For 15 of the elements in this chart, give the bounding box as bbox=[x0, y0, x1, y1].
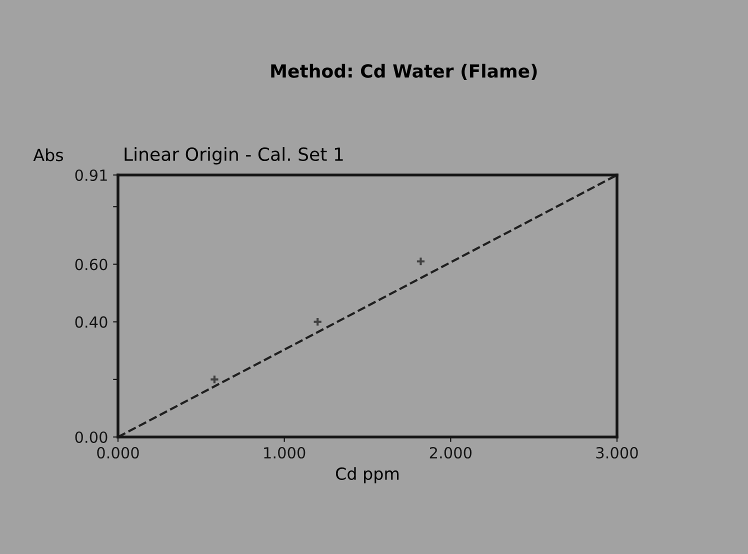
chart-subtitle: Linear Origin - Cal. Set 1 bbox=[124, 147, 343, 165]
x-axis-title: Cd ppm bbox=[336, 467, 399, 484]
y-tick-label: 0.40 bbox=[75, 316, 108, 328]
point bbox=[210, 374, 220, 384]
x-tick-label: 1.000 bbox=[264, 446, 306, 459]
x-tick-label: 0.000 bbox=[97, 446, 139, 459]
y-axis-title: Abs bbox=[33, 148, 64, 162]
y-tick-label: 0.60 bbox=[75, 258, 108, 270]
point bbox=[416, 256, 426, 266]
x-tick-label: 3.000 bbox=[596, 446, 638, 459]
point bbox=[312, 316, 322, 327]
chart-title: Method: Cd Water (Flame) bbox=[271, 64, 537, 80]
y-tick-label: 0.91 bbox=[75, 169, 107, 182]
x-tick-label: 2.000 bbox=[430, 446, 472, 459]
y-tick-label: 0.00 bbox=[75, 431, 108, 444]
